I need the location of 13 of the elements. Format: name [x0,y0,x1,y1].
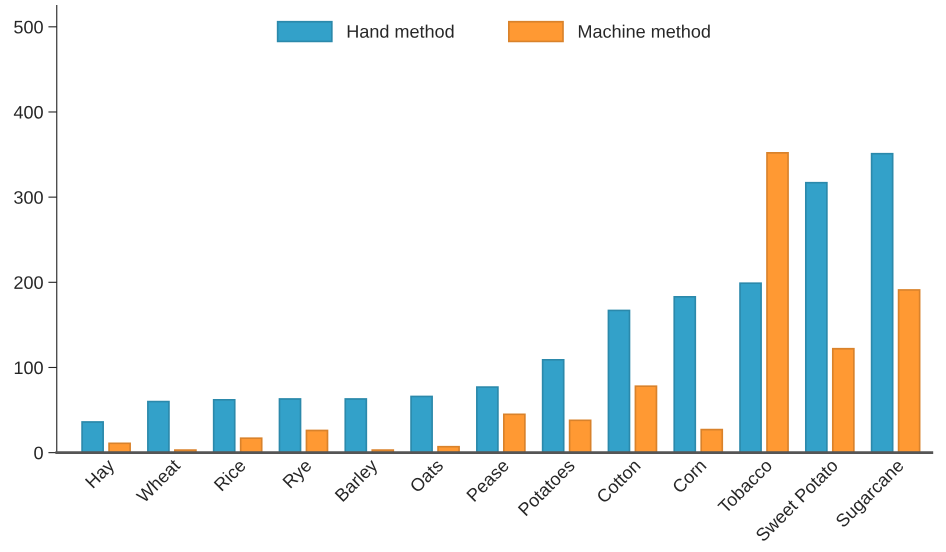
legend-label: Machine method [578,24,710,38]
x-tick-label: Oats [409,458,444,494]
legend-label: Hand method [348,24,454,38]
x-tick-label: Rye [282,458,315,492]
x-tick-label: Hay [84,458,118,492]
y-tick-label: 100 [14,361,43,374]
x-tick-label: Rice [213,458,246,492]
y-tick-label: 0 [34,446,43,460]
x-tick-label: Corn [672,458,707,494]
y-tick-label: 500 [14,20,43,34]
y-tick-label: 200 [14,276,43,290]
y-tick-label: 400 [14,106,43,119]
y-tick-label: 300 [14,191,43,204]
